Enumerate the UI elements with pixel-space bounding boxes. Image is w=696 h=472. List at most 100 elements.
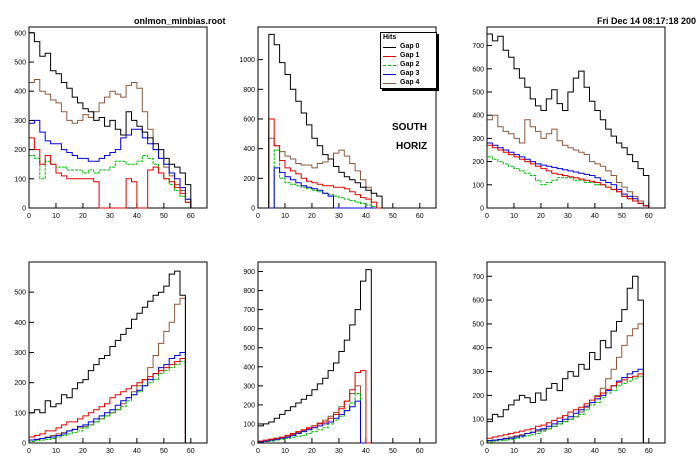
- series-line-gap-0: [258, 33, 388, 209]
- x-tick-label: 20: [308, 213, 316, 220]
- date-label: Fri Dec 14 08:17:18 2007: [597, 16, 696, 26]
- y-tick-label: 800: [243, 87, 255, 94]
- y-tick-label: 100: [14, 410, 26, 417]
- y-tick-label: 200: [243, 402, 255, 409]
- plot-frame: [28, 26, 208, 209]
- legend-label: Gap 3: [400, 70, 420, 77]
- y-tick-label: 800: [243, 288, 255, 295]
- series-line-gap-1: [28, 137, 197, 209]
- plot-frame: [486, 26, 666, 209]
- y-tick-label: 200: [243, 176, 255, 183]
- x-tick-label: 0: [256, 448, 260, 455]
- legend-swatch: [383, 74, 396, 75]
- x-tick-label: 40: [362, 448, 370, 455]
- series-line-gap-4: [486, 114, 655, 209]
- y-tick-label: 400: [14, 89, 26, 96]
- y-tick-label: 0: [480, 441, 484, 448]
- series-line-gap-1: [486, 144, 655, 209]
- x-tick-label: 10: [281, 213, 289, 220]
- series-line-gap-3: [258, 167, 388, 209]
- y-tick-label: 200: [472, 393, 484, 400]
- y-tick-label: 700: [243, 307, 255, 314]
- y-tick-label: 400: [472, 345, 484, 352]
- series-line-gap-0: [257, 269, 377, 444]
- y-tick-label: 600: [243, 326, 255, 333]
- y-tick-label: 400: [243, 364, 255, 371]
- x-tick-label: 50: [618, 448, 626, 455]
- x-tick-label: 60: [187, 213, 195, 220]
- series-line-gap-1: [486, 373, 655, 444]
- chart-panel-5: 0 10 20 30 40 50 60010020030040050060070080090…: [243, 261, 437, 455]
- x-tick-label: 60: [416, 448, 424, 455]
- y-tick-label: 0: [22, 206, 26, 213]
- legend-entry: Gap 0: [383, 43, 435, 52]
- x-tick-label: 0: [27, 448, 31, 455]
- legend-title: Hits: [383, 34, 397, 41]
- series-line-gap-1: [257, 370, 377, 444]
- y-tick-label: 300: [14, 350, 26, 357]
- y-tick-label: 600: [14, 30, 26, 37]
- y-tick-label: 400: [472, 113, 484, 120]
- y-tick-label: 1000: [239, 57, 255, 64]
- plot-frame: [28, 261, 208, 444]
- y-tick-label: 400: [243, 146, 255, 153]
- y-tick-label: 300: [243, 383, 255, 390]
- legend-label: Gap 4: [400, 79, 420, 86]
- x-tick-label: 0: [256, 213, 260, 220]
- x-tick-label: 0: [485, 213, 489, 220]
- file-label: onlmon_minbias.root: [134, 16, 226, 26]
- y-tick-label: 200: [14, 147, 26, 154]
- y-tick-label: 0: [480, 206, 484, 213]
- x-tick-label: 20: [537, 213, 545, 220]
- x-tick-label: 30: [335, 213, 343, 220]
- x-tick-label: 60: [187, 448, 195, 455]
- legend-swatch: [383, 65, 396, 66]
- x-tick-label: 0: [27, 213, 31, 220]
- y-tick-label: 600: [243, 116, 255, 123]
- x-tick-label: 10: [52, 448, 60, 455]
- x-tick-label: 10: [510, 448, 518, 455]
- series-line-gap-0: [28, 270, 197, 444]
- y-tick-label: 400: [14, 320, 26, 327]
- annotation-south: SOUTH: [392, 122, 427, 133]
- series-line-gap-0: [28, 32, 197, 209]
- y-tick-label: 600: [472, 298, 484, 305]
- y-tick-label: 600: [472, 66, 484, 73]
- y-tick-label: 100: [243, 421, 255, 428]
- x-tick-label: 10: [281, 448, 289, 455]
- y-tick-label: 0: [22, 441, 26, 448]
- x-tick-label: 30: [564, 213, 572, 220]
- y-tick-label: 200: [472, 159, 484, 166]
- y-tick-label: 0: [251, 206, 255, 213]
- y-tick-label: 300: [472, 369, 484, 376]
- series-line-gap-2: [257, 393, 377, 444]
- legend-label: Gap 1: [400, 52, 420, 59]
- legend-swatch: [383, 56, 396, 57]
- y-tick-label: 500: [472, 89, 484, 96]
- series-line-gap-0: [486, 275, 655, 444]
- chart-panel-4: 0 10 20 30 40 50 60 0 100 200 300 400 500: [14, 261, 208, 455]
- y-tick-label: 500: [14, 290, 26, 297]
- y-tick-label: 100: [472, 182, 484, 189]
- series-line-gap-3: [28, 352, 197, 444]
- x-tick-label: 50: [160, 448, 168, 455]
- series-line-gap-3: [28, 119, 197, 209]
- y-tick-label: 900: [243, 269, 255, 276]
- legend: Hits Gap 0 Gap 1 Gap 2 Gap 3 Gap 4: [380, 32, 437, 89]
- x-tick-label: 40: [591, 213, 599, 220]
- legend-swatch: [383, 47, 396, 48]
- x-tick-label: 30: [564, 448, 572, 455]
- annotation-horiz: HORIZ: [396, 141, 428, 152]
- x-tick-label: 40: [133, 213, 141, 220]
- series-line-gap-1: [258, 118, 388, 209]
- x-tick-label: 50: [389, 448, 397, 455]
- series-line-gap-2: [28, 155, 197, 209]
- x-tick-label: 10: [510, 213, 518, 220]
- legend-entry: Gap 2: [383, 61, 435, 70]
- y-tick-label: 300: [472, 136, 484, 143]
- legend-entry: Gap 4: [383, 79, 435, 88]
- x-tick-label: 10: [52, 213, 60, 220]
- series-line-gap-3: [486, 368, 655, 444]
